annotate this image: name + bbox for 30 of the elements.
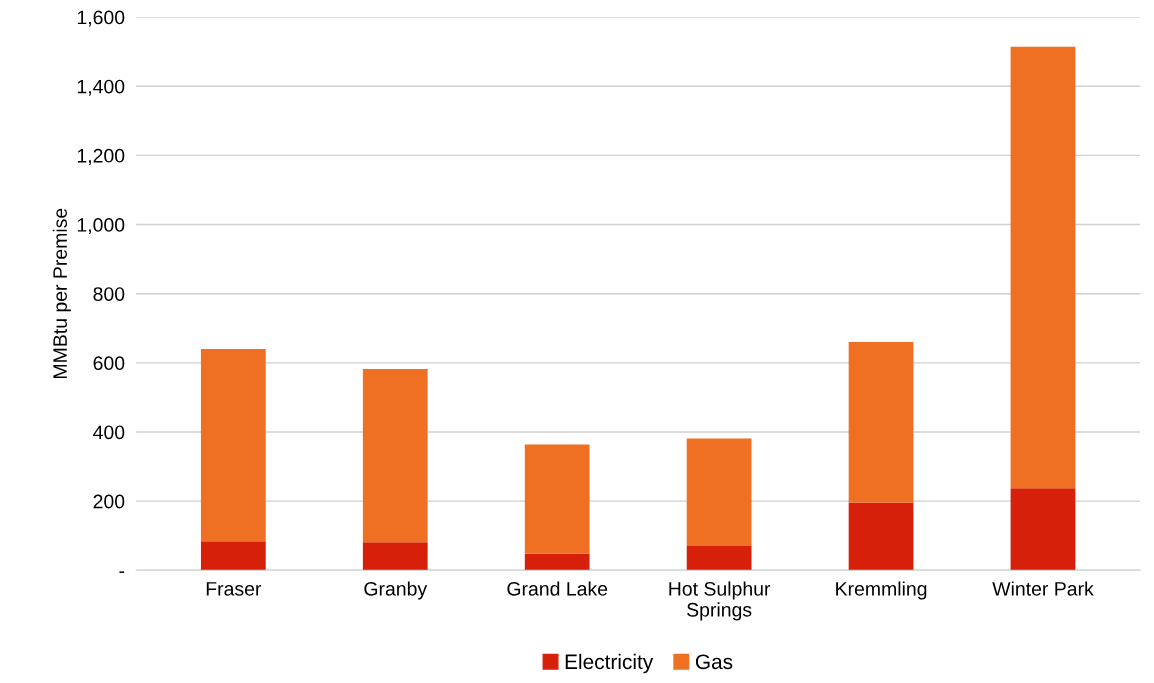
bar [1010,46,1076,489]
y-axis-title: MMBtu per Premise [52,208,71,378]
y-tick-label: 1,000 [77,218,125,235]
y-tick-label: 1,600 [77,10,125,27]
x-tick-label: Fraser [206,582,262,596]
y-tick-label: 200 [93,494,125,509]
bar [200,349,266,542]
x-tick-label: Hot Sulphur Springs [669,581,771,621]
y-tick-label: 1,200 [77,148,125,165]
bar [848,502,914,571]
y-tick-label: 400 [93,425,125,440]
y-tick-label: - [119,571,125,573]
x-tick-label: Winter Park [992,581,1094,596]
bar [200,541,266,571]
bar [362,542,428,571]
bar [362,369,428,543]
bar [848,342,914,503]
y-tick-label: 1,400 [77,79,125,96]
y-tick-label: 800 [93,287,125,301]
bar [686,438,752,547]
bar [524,553,590,571]
legend-label: Electricity [565,653,654,674]
y-tick-label: 600 [93,356,125,371]
x-tick-label: Kremmling [836,581,927,600]
bar [524,444,590,554]
x-tick-label: Grand Lake [507,581,608,596]
x-tick-label: Granby [364,581,428,600]
bar [1010,488,1076,571]
bar [686,546,752,571]
legend-label: Gas [695,654,733,670]
